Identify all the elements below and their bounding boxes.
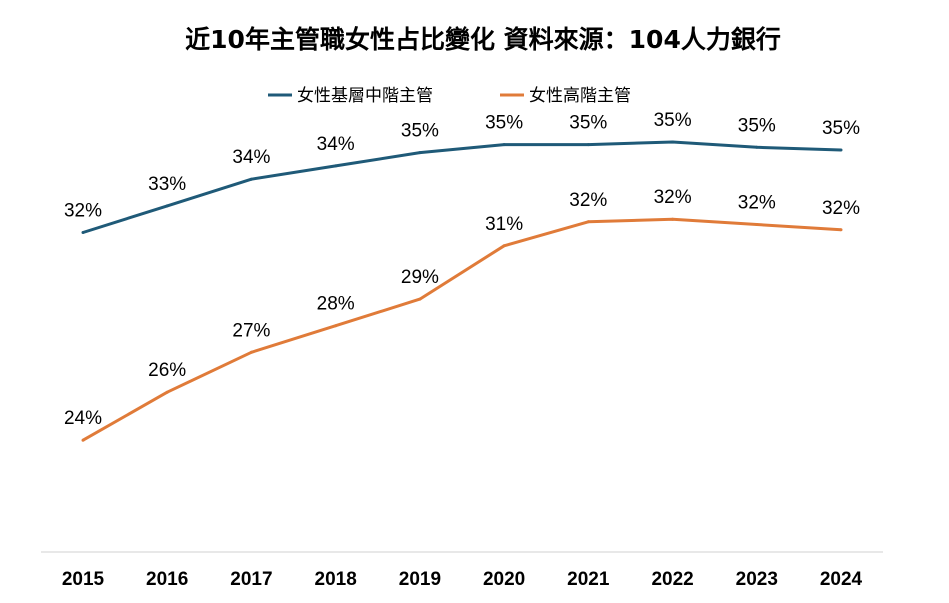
data-label-s1-2022: 35% xyxy=(654,110,692,131)
data-label-s1-2018: 34% xyxy=(317,134,355,155)
x-tick-2018: 2018 xyxy=(315,569,357,590)
data-label-s1-2016: 33% xyxy=(148,174,186,195)
data-label-s1-2020: 35% xyxy=(485,113,523,134)
x-tick-2023: 2023 xyxy=(736,569,778,590)
data-label-s2-2023: 32% xyxy=(738,193,776,214)
x-tick-2022: 2022 xyxy=(651,569,693,590)
data-point-s2-2020 xyxy=(502,244,506,248)
x-axis-ticks: 2015 2016 2017 2018 2019 2020 2021 2022 2023 2024 xyxy=(62,569,863,590)
data-labels: 32% 33% 34% 34% 35% 35% 35% 35% 35% 35% 24% 26% 27% 2… xyxy=(64,110,860,429)
data-point-s1-2015 xyxy=(81,231,85,234)
data-label-s2-2024: 32% xyxy=(822,198,860,219)
data-point-s2-2016 xyxy=(165,390,169,394)
legend-item-series-2: 女性高階主管 xyxy=(500,86,631,106)
data-point-s1-2017 xyxy=(249,177,253,181)
data-point-s1-2023 xyxy=(755,145,759,149)
data-point-s1-2018 xyxy=(334,164,338,168)
legend-label-series-2: 女性高階主管 xyxy=(529,86,631,106)
data-label-s2-2017: 27% xyxy=(232,320,270,341)
data-label-s2-2019: 29% xyxy=(401,267,439,288)
x-tick-2016: 2016 xyxy=(146,569,188,590)
data-point-s2-2023 xyxy=(755,223,759,226)
legend-item-series-1: 女性基層中階主管 xyxy=(268,86,433,106)
data-point-s2-2018 xyxy=(334,324,338,328)
data-point-s1-2016 xyxy=(165,204,169,208)
data-point-s1-2024 xyxy=(839,148,843,152)
legend-label-series-1: 女性基層中階主管 xyxy=(297,86,433,106)
data-label-s2-2020: 31% xyxy=(485,214,523,235)
x-tick-2019: 2019 xyxy=(399,569,441,590)
data-label-s2-2021: 32% xyxy=(569,190,607,211)
legend: 女性基層中階主管 女性高階主管 xyxy=(268,86,631,106)
chart-title: 近10年主管職女性占比變化 資料來源：104人力銀行 xyxy=(185,25,781,54)
data-label-s1-2019: 35% xyxy=(401,121,439,142)
data-label-s1-2015: 32% xyxy=(64,201,102,222)
series-layer xyxy=(81,140,843,442)
data-point-s2-2021 xyxy=(586,220,590,224)
series-line-1 xyxy=(82,140,842,234)
data-point-s2-2024 xyxy=(839,228,843,232)
data-label-s1-2023: 35% xyxy=(738,115,776,136)
x-tick-2015: 2015 xyxy=(62,569,105,590)
data-label-s1-2021: 35% xyxy=(569,113,607,134)
data-point-s2-2022 xyxy=(671,217,675,221)
x-tick-2017: 2017 xyxy=(230,569,272,590)
data-point-s2-2019 xyxy=(418,297,422,301)
data-label-s2-2015: 24% xyxy=(64,408,102,429)
data-point-s1-2020 xyxy=(502,143,506,147)
data-point-s1-2022 xyxy=(671,140,675,144)
data-point-s1-2021 xyxy=(586,143,590,147)
data-point-s2-2015 xyxy=(81,438,85,442)
x-tick-2021: 2021 xyxy=(567,569,610,590)
data-label-s2-2022: 32% xyxy=(654,187,692,208)
x-tick-2024: 2024 xyxy=(820,569,863,590)
data-point-s2-2017 xyxy=(249,350,253,354)
data-label-s1-2017: 34% xyxy=(232,147,270,168)
x-tick-2020: 2020 xyxy=(483,569,525,590)
data-point-s1-2019 xyxy=(418,151,422,155)
data-label-s2-2018: 28% xyxy=(317,294,355,315)
data-label-s1-2024: 35% xyxy=(822,118,860,139)
series-line-2 xyxy=(82,217,842,442)
data-label-s2-2016: 26% xyxy=(148,360,186,381)
